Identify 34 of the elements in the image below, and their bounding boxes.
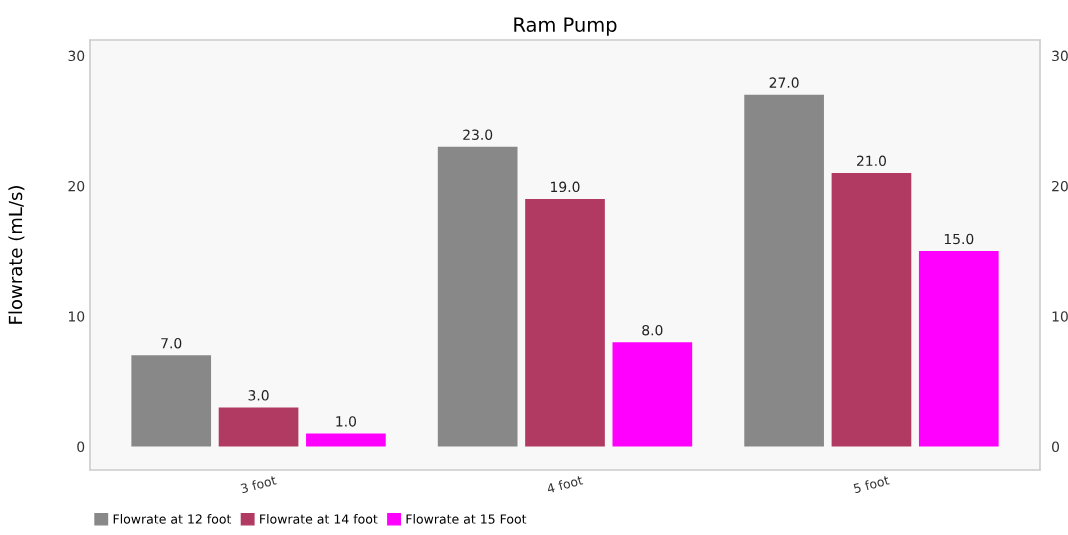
text: 8.0 (642, 324, 663, 336)
y2-tick-label: 20 (1052, 180, 1068, 192)
x-tick-label: 3 foot (240, 474, 277, 494)
legend-label: Flowrate at 15 Foot (406, 514, 527, 524)
bar (918, 251, 999, 447)
text: 21.0 (857, 155, 886, 167)
y-tick-label: 0 (77, 441, 85, 453)
bar (437, 146, 518, 447)
x-tick-label: 5 foot (853, 474, 890, 494)
chart-title: Ram Pump (514, 17, 617, 36)
legend-label: Flowrate at 12 foot (113, 514, 232, 524)
y-tick-label: 10 (68, 311, 85, 322)
y-tick-label: 30 (68, 50, 85, 62)
bar (612, 342, 693, 447)
bar (218, 407, 299, 447)
bar (131, 355, 212, 447)
text: 3.0 (248, 390, 269, 401)
text: 27.0 (769, 77, 799, 88)
x-tick-label: 4 foot (546, 474, 584, 494)
y-axis-title: Flowrate (mL/s) (8, 186, 25, 324)
text: 15.0 (944, 233, 974, 245)
text: 23.0 (463, 129, 493, 140)
bar (525, 198, 605, 447)
y2-tick-label: 0 (1052, 441, 1060, 453)
y-tick-label: 20 (68, 180, 85, 192)
text: 19.0 (551, 181, 580, 193)
legend-label: Flowrate at 14 foot (260, 514, 378, 524)
bar (831, 172, 912, 447)
y2-tick-label: 10 (1052, 311, 1068, 322)
text: 1.0 (336, 416, 357, 427)
text: 7.0 (161, 337, 182, 349)
y2-tick-label: 30 (1052, 50, 1068, 62)
bar (306, 433, 386, 447)
bar (744, 94, 824, 447)
